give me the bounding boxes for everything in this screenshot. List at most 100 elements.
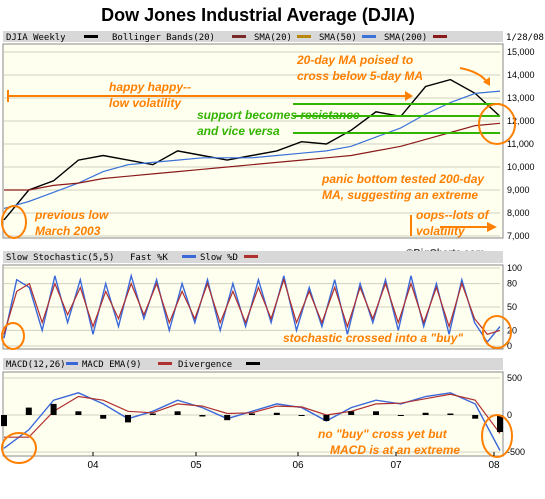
stochastic-panel: ©BigCharts.com Slow Stochastic(5,5) Fast…: [1, 248, 522, 351]
stoch-legend-title: Slow Stochastic(5,5): [6, 253, 114, 263]
annotation-ma-poised-2: cross below 5-day MA: [297, 69, 423, 83]
price-legend-swatch-sma50: [362, 35, 376, 38]
stoch-left-circle: [1, 322, 25, 350]
macd-divergence-bar: [348, 411, 355, 415]
annotation-low-volatility: low volatility: [109, 96, 182, 110]
price-legend-sma200: SMA(200): [384, 33, 427, 43]
macd-divergence-bar: [75, 411, 82, 415]
price-y-tick-label: 12,000: [507, 116, 535, 126]
price-y-tick-label: 10,000: [507, 162, 535, 172]
price-date-label: 1/28/08: [506, 33, 544, 43]
price-legend-bollinger: Bollinger Bands(20): [112, 33, 215, 43]
price-gridlines: [4, 51, 500, 237]
stoch-right-circle: [482, 315, 512, 349]
price-legend-djia: DJIA Weekly: [6, 33, 66, 43]
price-legend-swatch-sma200: [433, 35, 447, 38]
macd-divergence-bar: [323, 415, 330, 421]
macd-series-macd-12-26: [3, 392, 501, 451]
macd-legend-divergence: Divergence: [178, 360, 232, 370]
stoch-gridlines: [4, 267, 500, 347]
macd-divergence-bar: [174, 411, 181, 415]
macd-divergence-bar: [100, 415, 107, 419]
stoch-y-tick-label: 100: [507, 263, 522, 273]
macd-divergence-bar: [497, 415, 503, 433]
macd-series-layer: [1, 392, 503, 451]
macd-left-circle: [1, 432, 37, 464]
macd-divergence-bar: [249, 413, 255, 415]
price-legend-swatch-djia: [84, 35, 98, 38]
macd-divergence-bar: [373, 411, 379, 415]
annotation-stochastic: stochastic crossed into a "buy": [283, 331, 463, 345]
macd-divergence-bar: [224, 415, 231, 421]
annotation-oops-2: volatility: [416, 224, 466, 238]
annotation-support-1: support becomes resistance: [197, 108, 360, 122]
macd-panel: MACD(12,26) MACD EMA(9) Divergence 500 0 -…: [1, 358, 525, 471]
stoch-y-tick-label: 50: [507, 302, 517, 312]
annotation-macd-2: MACD is at an extreme: [330, 443, 460, 457]
macd-divergence-bar: [397, 415, 404, 416]
price-legend-swatch-sma20: [297, 35, 311, 38]
x-axis-tick-label: 07: [390, 460, 402, 471]
macd-legend-swatch-divergence: [246, 362, 260, 365]
macd-y-tick-label: 0: [507, 410, 512, 420]
macd-divergence-bar: [25, 407, 32, 415]
macd-divergence-bar: [125, 415, 131, 423]
macd-legend-title: MACD(12,26): [6, 360, 66, 370]
price-series-layer: [3, 78, 501, 221]
annotation-happy: happy happy--: [109, 80, 191, 94]
ma-poised-arrow-head: [483, 77, 490, 86]
stoch-legend-swatch-slowd: [244, 255, 258, 258]
macd-divergence-bar: [50, 403, 57, 415]
price-series-sma-200: [4, 122, 501, 191]
macd-legend-ema: MACD EMA(9): [82, 360, 142, 370]
x-axis-tick-label: 06: [292, 460, 304, 471]
annotation-panic-2: MA, suggesting an extreme: [322, 188, 478, 202]
stoch-legend-swatch-fastk: [182, 255, 196, 258]
macd-divergence-bar: [422, 412, 429, 415]
page-title: Dow Jones Industrial Average (DJIA): [101, 5, 415, 25]
x-axis-tick-label: 05: [190, 460, 202, 471]
macd-y-tick-label: -500: [507, 447, 525, 457]
macd-legend-swatch-ema: [158, 362, 172, 365]
x-axis: 04 05 06 07 08: [87, 452, 500, 471]
price-legend-sma20: SMA(20): [254, 33, 292, 43]
price-y-tick-label: 7,000: [507, 231, 530, 241]
macd-divergence-bar: [273, 412, 280, 415]
stoch-y-axis: 100 80 50 20 0: [507, 263, 522, 351]
macd-legend-swatch-macd: [66, 362, 78, 365]
price-series-sma-50: [3, 90, 501, 209]
annotation-previous-low-1: previous low: [34, 208, 109, 222]
macd-divergence-bar: [199, 415, 206, 417]
price-y-tick-label: 13,000: [507, 93, 535, 103]
macd-right-circle: [481, 414, 513, 458]
price-y-tick-label: 9,000: [507, 185, 530, 195]
price-legend-bar: [3, 31, 503, 42]
stoch-y-tick-label: 0: [507, 341, 512, 351]
price-y-axis: 15,000 14,000 13,000 12,000 11,000 10,000 9,00…: [507, 47, 535, 241]
stoch-legend-fastk: Fast %K: [130, 253, 169, 263]
price-y-tick-label: 15,000: [507, 47, 535, 57]
price-series-djia-weekly: [3, 78, 501, 221]
stoch-y-tick-label: 80: [507, 279, 517, 289]
annotation-panic-1: panic bottom tested 200-day: [321, 172, 485, 186]
macd-series-macd-ema-9: [4, 393, 501, 438]
low-volatility-arrow-head: [405, 91, 413, 101]
stoch-series-layer: [3, 273, 501, 344]
x-axis-tick-label: 04: [87, 460, 99, 471]
annotation-macd-1: no "buy" cross yet but: [318, 427, 448, 441]
x-axis-tick-label: 08: [488, 460, 500, 471]
macd-divergence-bar: [1, 415, 7, 427]
panic-bottom-circle: [478, 103, 516, 145]
price-y-tick-label: 14,000: [507, 70, 535, 80]
macd-y-tick-label: 500: [507, 373, 522, 383]
stoch-legend-slowd: Slow %D: [200, 253, 238, 263]
macd-divergence-bar: [298, 415, 305, 416]
price-legend-sma50: SMA(50): [319, 33, 357, 43]
annotation-oops-1: oops--lots of: [416, 208, 490, 222]
price-legend-swatch-bollinger: [232, 35, 246, 38]
price-y-tick-label: 11,000: [507, 139, 534, 149]
price-panel: DJIA Weekly Bollinger Bands(20) SMA(20) …: [1, 31, 544, 241]
price-y-tick-label: 8,000: [507, 208, 530, 218]
